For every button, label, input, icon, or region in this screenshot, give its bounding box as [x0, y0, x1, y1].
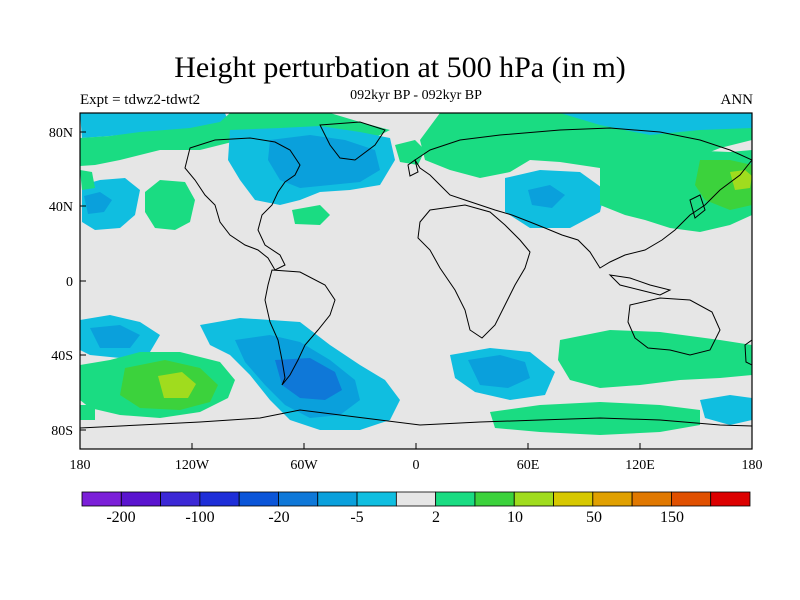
colorbar-swatch-4 [238, 491, 279, 507]
field-sh-blue-west [90, 325, 140, 348]
ytick-label-80s: 80S [51, 424, 73, 439]
colorbar-swatch-2 [160, 491, 201, 507]
xtick-label-0: 180 [70, 458, 91, 473]
field-arctic-cyan [80, 113, 228, 138]
colorbar-swatch-13 [592, 491, 633, 507]
colorbar-label-2: -20 [268, 509, 289, 526]
colorbar-label-5: 10 [507, 509, 523, 526]
field-na-low-inner [268, 135, 380, 188]
colorbar-label-4: 2 [432, 509, 440, 526]
colorbar-swatch-6 [317, 491, 358, 507]
experiment-label: Expt = tdwz2-tdwt2 [80, 92, 201, 108]
colorbar-swatch-1 [120, 491, 161, 507]
field-npac-green [145, 180, 195, 230]
colorbar-swatch-9 [435, 491, 476, 507]
ytick-label-40s: 40S [51, 349, 73, 364]
colorbar [81, 491, 751, 507]
colorbar-swatch-8 [395, 491, 437, 507]
colorbar-swatch-10 [474, 491, 515, 507]
field-sh-cyan-east [700, 395, 752, 425]
coast-eurasia [414, 127, 752, 269]
plot-title: Height perturbation at 500 hPa (in m) [174, 51, 626, 84]
colorbar-label-0: -200 [106, 509, 135, 526]
period-label: 092kyr BP - 092kyr BP [350, 88, 482, 103]
xtick-label-3: 0 [413, 458, 420, 473]
contour-fields [80, 113, 752, 435]
colorbar-labels: -200 -100 -20 -5 2 10 50 150 [106, 509, 684, 526]
colorbar-swatch-0 [81, 491, 122, 507]
season-label: ANN [720, 92, 754, 108]
colorbar-swatch-14 [631, 491, 672, 507]
xtick-label-2: 60W [290, 458, 318, 473]
colorbar-swatch-7 [356, 491, 397, 507]
colorbar-swatch-3 [199, 491, 240, 507]
field-sh-yellow-west [158, 372, 196, 398]
colorbar-label-6: 50 [586, 509, 602, 526]
coast-australia [627, 297, 721, 356]
xtick-label-6: 180 [742, 458, 763, 473]
field-top-cyan-east [560, 113, 752, 135]
xtick-label-4: 60E [517, 458, 540, 473]
field-sh-green-tip [80, 405, 95, 420]
field-pacific-cyan-small [84, 192, 112, 214]
coast-indonesia [608, 274, 672, 296]
coast-japan [689, 194, 706, 219]
coast-greenland [319, 121, 386, 161]
field-sa-deep [275, 358, 342, 400]
coast-nz [744, 339, 752, 366]
xtick-label-1: 120W [175, 458, 210, 473]
field-west-edge-green [80, 170, 95, 190]
ytick-label-eq: 0 [66, 275, 73, 290]
field-sh-low-blue-mid [468, 355, 530, 388]
map-ticks [79, 131, 753, 449]
coast-antarctica [80, 409, 752, 429]
field-atlantic-green [292, 205, 330, 225]
colorbar-label-7: 150 [660, 509, 684, 526]
coast-north-america [184, 137, 301, 271]
ytick-label-80n: 80N [49, 126, 73, 141]
field-sh-green-east [558, 330, 752, 388]
coast-south-america [264, 269, 336, 386]
colorbar-label-3: -5 [350, 509, 363, 526]
xtick-label-5: 120E [625, 458, 655, 473]
colorbar-swatch-15 [671, 491, 712, 507]
coast-africa [417, 204, 531, 339]
colorbar-swatch-11 [513, 491, 554, 507]
coast-uk [407, 159, 419, 177]
field-kamchatka-yellow [730, 170, 752, 190]
colorbar-swatch-12 [553, 491, 594, 507]
field-eurasia-inner [528, 185, 565, 208]
colorbar-swatch-5 [278, 491, 319, 507]
field-pacific-cyan [82, 178, 140, 230]
colorbar-swatch-16 [710, 491, 751, 507]
coastlines [80, 121, 752, 429]
colorbar-label-1: -100 [185, 509, 214, 526]
ytick-label-40n: 40N [49, 200, 73, 215]
